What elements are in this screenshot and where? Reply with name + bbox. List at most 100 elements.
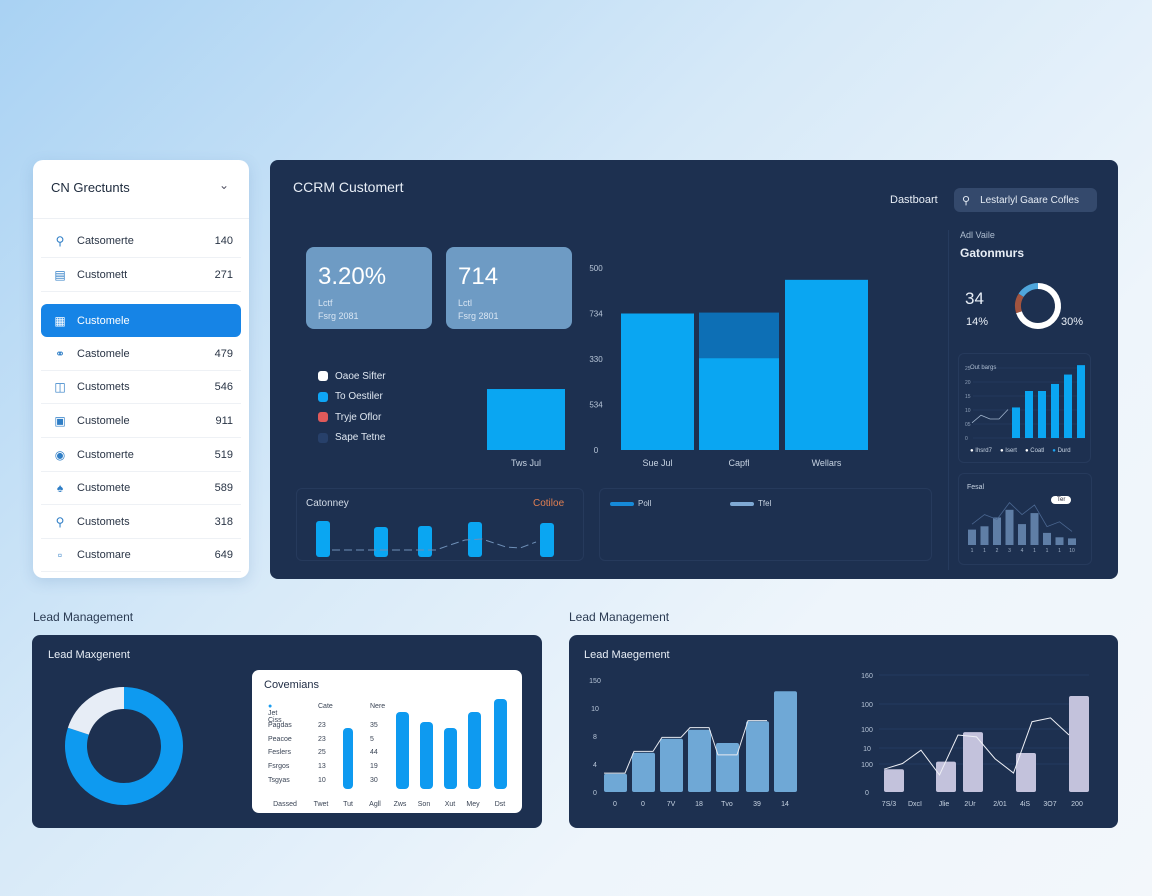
y-tick-label: 0: [594, 446, 599, 455]
lead-donut-chart: [65, 687, 183, 805]
y-tick-label: 100: [861, 702, 873, 709]
lead-charts: 0 4 8 10 150 0 0 7V 18 Tvo 39 14 0 100 10 100 100 160 7S/3…: [589, 673, 1089, 808]
legend-item: Sape Tetne: [318, 428, 386, 449]
chevron-down-icon[interactable]: ⌄: [219, 178, 230, 192]
nav-dashboard-link[interactable]: Dastboart: [890, 194, 938, 206]
sidebar-item[interactable]: ▦ Customele: [41, 304, 241, 337]
sidebar-item-label: Customele: [77, 415, 130, 427]
legend-box: [599, 488, 932, 561]
table-cell: 44: [370, 749, 378, 757]
sidebar-item-count: 140: [214, 235, 233, 247]
search-input[interactable]: ⚲ Lestarlyl Gaare Cofles: [954, 188, 1097, 212]
bar: [785, 279, 868, 450]
bar: [468, 712, 481, 789]
sidebar-item-count: 649: [214, 549, 233, 561]
x-tick-label: Agll: [369, 801, 381, 808]
sidebar-item[interactable]: ⚲ Catsomerte 140: [41, 225, 241, 258]
sidebar-item-count: 911: [215, 415, 233, 427]
trend-line: [332, 538, 537, 551]
mini-legend-item: ● Ihsrd7: [970, 448, 992, 454]
divider: [948, 230, 949, 570]
kpi-value: 714: [458, 263, 499, 290]
x-tick-label: 0: [641, 801, 645, 808]
donut-slice: [67, 687, 125, 736]
sidebar-item[interactable]: ⚲ Customets 318: [41, 506, 241, 539]
y-tick-label: 0: [593, 790, 597, 797]
fesal-badge[interactable]: Ter: [1051, 496, 1072, 504]
legend-label: Oaoe Sifter: [335, 370, 386, 382]
y-tick-label: 500: [589, 264, 603, 273]
kpi-label: Lctl Fsrg 2801: [458, 298, 499, 321]
sidebar-item[interactable]: ♠ Customete 589: [41, 472, 241, 505]
y-tick-label: 8: [593, 734, 597, 741]
bar: [1025, 391, 1033, 438]
bar: [420, 722, 433, 789]
legend-item: Tryje Oflor: [318, 407, 386, 428]
bar: [688, 729, 711, 792]
table-cell: Feslers: [268, 749, 291, 757]
bar: [343, 728, 353, 789]
mini-legend-item: ● Coatl: [1024, 448, 1045, 454]
bar: [632, 752, 655, 792]
y-tick-label: 15: [965, 394, 971, 400]
bar: [963, 732, 983, 792]
trend-line: [604, 720, 767, 774]
bar: [774, 691, 797, 792]
kpi-card-rate: 3.20% Lctf Fsrg 2081: [306, 247, 432, 329]
x-tick-label: Tvo: [721, 801, 733, 808]
sidebar-item[interactable]: ⚭ Castomele 479: [41, 338, 241, 371]
card-icon: ▤: [54, 268, 66, 282]
user-icon: ♠: [56, 481, 64, 495]
table-cell: Pagdas: [268, 722, 292, 729]
y-tick-label: 20: [965, 380, 971, 386]
x-tick-label: Son: [418, 801, 431, 808]
bar: [746, 721, 769, 792]
catonney-action-link[interactable]: Cotiloe: [533, 498, 565, 509]
bar: [936, 761, 956, 792]
table-cell: 5: [370, 735, 374, 743]
y-tick-label: 0: [965, 436, 968, 442]
bar: [716, 743, 739, 792]
bar: [444, 728, 457, 789]
x-tick-label: Tws Jul: [511, 458, 541, 468]
bar: [1018, 524, 1026, 545]
table-header: ● Jet Ciss: [268, 703, 282, 724]
bar: [1016, 753, 1036, 792]
x-tick-label: Mey: [466, 801, 480, 808]
x-tick-label: 14: [781, 801, 789, 808]
sidebar-item[interactable]: ◫ Customets 546: [41, 371, 241, 404]
x-tick-label: 1: [971, 548, 974, 554]
mini-chart-box: [958, 353, 1091, 463]
card-title: Covemians: [264, 679, 320, 691]
bar: [1055, 537, 1064, 545]
sidebar-item-count: 479: [214, 348, 233, 360]
x-tick-label: 1: [1033, 548, 1036, 554]
x-tick-label: 7S/3: [882, 801, 897, 808]
bar: [418, 526, 432, 557]
x-tick-label: Dst: [495, 801, 506, 808]
table-cell: 19: [370, 763, 378, 771]
y-tick-label: 150: [589, 678, 601, 685]
clock-icon: ◉: [54, 448, 66, 462]
sidebar-item-label: Customett: [77, 269, 128, 281]
panel-title: Lead Maegement: [584, 649, 670, 661]
sidebar-item[interactable]: ◉ Customerte 519: [41, 439, 241, 472]
y-tick-label: 25: [965, 366, 971, 372]
sidebar-item[interactable]: ▫ Customare 649: [41, 539, 241, 572]
table-cell: Tsgyas: [268, 776, 290, 784]
sidebar-item[interactable]: ▣ Customele 911: [41, 405, 241, 438]
bar: [993, 517, 1001, 545]
bar: [1077, 365, 1085, 438]
sidebar-item[interactable]: ▤ Customett 271: [41, 259, 241, 292]
bar: [621, 313, 694, 450]
y-tick-label: 0: [865, 790, 869, 797]
x-tick-label: 4: [1021, 548, 1024, 554]
bar: [884, 769, 904, 792]
covemians-bar-chart: Dassed Twet Tut Agll Zws Son Xut Mey Dst: [273, 699, 507, 808]
sidebar-item-label: Castomele: [77, 348, 130, 360]
table-cell: Fsrgos: [268, 763, 290, 771]
sidebar-item-label: Customerte: [77, 449, 134, 461]
sidebar: CN Grectunts ⌄ ⚲ Catsomerte 140 ▤ Customett 2…: [33, 160, 249, 578]
fesal-box: [958, 473, 1092, 565]
